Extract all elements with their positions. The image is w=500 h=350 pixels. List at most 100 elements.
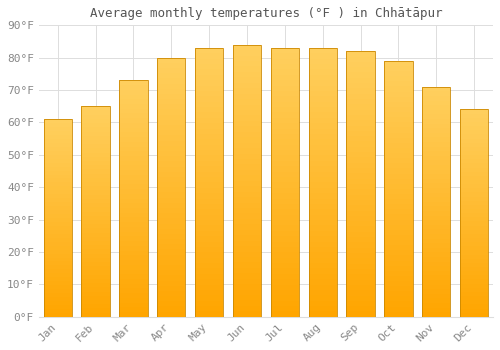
Bar: [384, 296, 412, 301]
Bar: [422, 303, 450, 308]
Bar: [422, 119, 450, 124]
Bar: [195, 80, 224, 86]
Bar: [270, 172, 299, 177]
Bar: [422, 142, 450, 147]
Bar: [346, 141, 375, 147]
Bar: [233, 61, 261, 66]
Bar: [233, 72, 261, 77]
Bar: [157, 301, 186, 307]
Bar: [44, 309, 72, 313]
Bar: [119, 246, 148, 251]
Bar: [346, 306, 375, 312]
Bar: [460, 246, 488, 251]
Bar: [44, 293, 72, 297]
Bar: [119, 241, 148, 246]
Bar: [460, 292, 488, 296]
Bar: [233, 99, 261, 105]
Bar: [233, 148, 261, 154]
Bar: [44, 127, 72, 131]
Bar: [460, 180, 488, 184]
Bar: [119, 128, 148, 132]
Bar: [82, 296, 110, 300]
Bar: [44, 175, 72, 178]
Bar: [233, 181, 261, 186]
Bar: [44, 222, 72, 226]
Bar: [270, 236, 299, 242]
Bar: [384, 112, 412, 117]
Bar: [308, 301, 337, 306]
Bar: [384, 209, 412, 215]
Bar: [384, 148, 412, 153]
Bar: [270, 145, 299, 150]
Bar: [44, 246, 72, 250]
Bar: [119, 189, 148, 194]
Bar: [346, 205, 375, 211]
Bar: [460, 201, 488, 205]
Bar: [44, 202, 72, 206]
Bar: [308, 263, 337, 268]
Bar: [384, 312, 412, 317]
Bar: [346, 274, 375, 280]
Bar: [270, 285, 299, 290]
Bar: [119, 104, 148, 109]
Bar: [82, 216, 110, 220]
Bar: [346, 189, 375, 195]
Bar: [119, 208, 148, 213]
Bar: [270, 312, 299, 317]
Bar: [422, 165, 450, 170]
Bar: [460, 271, 488, 275]
Bar: [119, 213, 148, 217]
Bar: [119, 203, 148, 208]
Bar: [460, 143, 488, 147]
Bar: [195, 209, 224, 215]
Bar: [44, 261, 72, 265]
Title: Average monthly temperatures (°F ) in Chhātāpur: Average monthly temperatures (°F ) in Ch…: [90, 7, 442, 20]
Bar: [233, 246, 261, 252]
Bar: [82, 161, 110, 165]
Bar: [270, 177, 299, 182]
Bar: [195, 274, 224, 279]
Bar: [195, 75, 224, 80]
Bar: [460, 275, 488, 280]
Bar: [195, 69, 224, 75]
Bar: [346, 83, 375, 89]
Bar: [82, 275, 110, 279]
Bar: [422, 206, 450, 211]
Bar: [82, 262, 110, 266]
Bar: [384, 163, 412, 168]
Bar: [82, 237, 110, 241]
Bar: [44, 250, 72, 254]
Bar: [384, 260, 412, 266]
Bar: [119, 265, 148, 270]
Bar: [119, 293, 148, 298]
Bar: [82, 186, 110, 190]
Bar: [384, 240, 412, 245]
Bar: [44, 123, 72, 127]
Bar: [270, 209, 299, 215]
Bar: [157, 94, 186, 99]
Bar: [346, 158, 375, 163]
Bar: [384, 97, 412, 102]
Bar: [233, 154, 261, 159]
Bar: [233, 143, 261, 148]
Bar: [346, 51, 375, 317]
Bar: [195, 279, 224, 285]
Bar: [195, 128, 224, 134]
Bar: [384, 225, 412, 230]
Bar: [346, 62, 375, 67]
Bar: [270, 182, 299, 188]
Bar: [82, 304, 110, 308]
Bar: [195, 220, 224, 225]
Bar: [157, 187, 186, 192]
Bar: [308, 134, 337, 139]
Bar: [422, 114, 450, 119]
Bar: [233, 262, 261, 268]
Bar: [308, 198, 337, 204]
Bar: [422, 174, 450, 179]
Bar: [157, 78, 186, 84]
Bar: [422, 124, 450, 128]
Bar: [233, 312, 261, 317]
Bar: [384, 117, 412, 122]
Bar: [384, 194, 412, 199]
Bar: [157, 254, 186, 260]
